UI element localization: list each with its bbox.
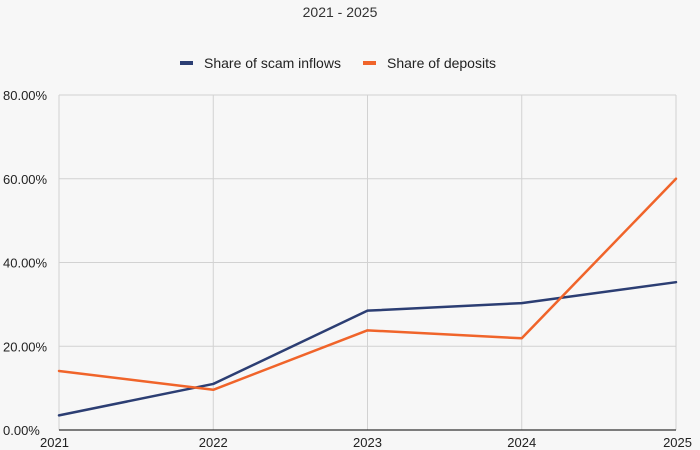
y-tick-label: 80.00%: [3, 88, 48, 103]
y-tick-label: 40.00%: [3, 256, 48, 271]
chart-grid: [58, 94, 677, 430]
legend-swatch-0: [180, 61, 193, 65]
x-tick-label: 2021: [40, 435, 69, 450]
chart-legend: Share of scam inflows Share of deposits: [180, 55, 496, 71]
legend-swatch-1: [363, 61, 376, 65]
chart-subtitle: 2021 - 2025: [303, 4, 378, 20]
x-tick-label: 2022: [199, 435, 228, 450]
series-line-1: [57, 177, 678, 392]
legend-label-0: Share of scam inflows: [204, 55, 341, 71]
x-tick-label: 2025: [663, 435, 692, 450]
y-tick-label: 0.00%: [3, 423, 40, 438]
legend-label-1: Share of deposits: [387, 55, 496, 71]
x-tick-label: 2023: [353, 435, 382, 450]
chart-series: [57, 177, 678, 417]
x-tick-label: 2024: [507, 435, 536, 450]
series-line-0: [57, 280, 678, 417]
chart-tick-labels: 0.00% 20.00% 40.00% 60.00% 80.00% 2021 2022 202…: [3, 88, 692, 450]
y-tick-label: 20.00%: [3, 339, 48, 354]
y-tick-label: 60.00%: [3, 172, 48, 187]
